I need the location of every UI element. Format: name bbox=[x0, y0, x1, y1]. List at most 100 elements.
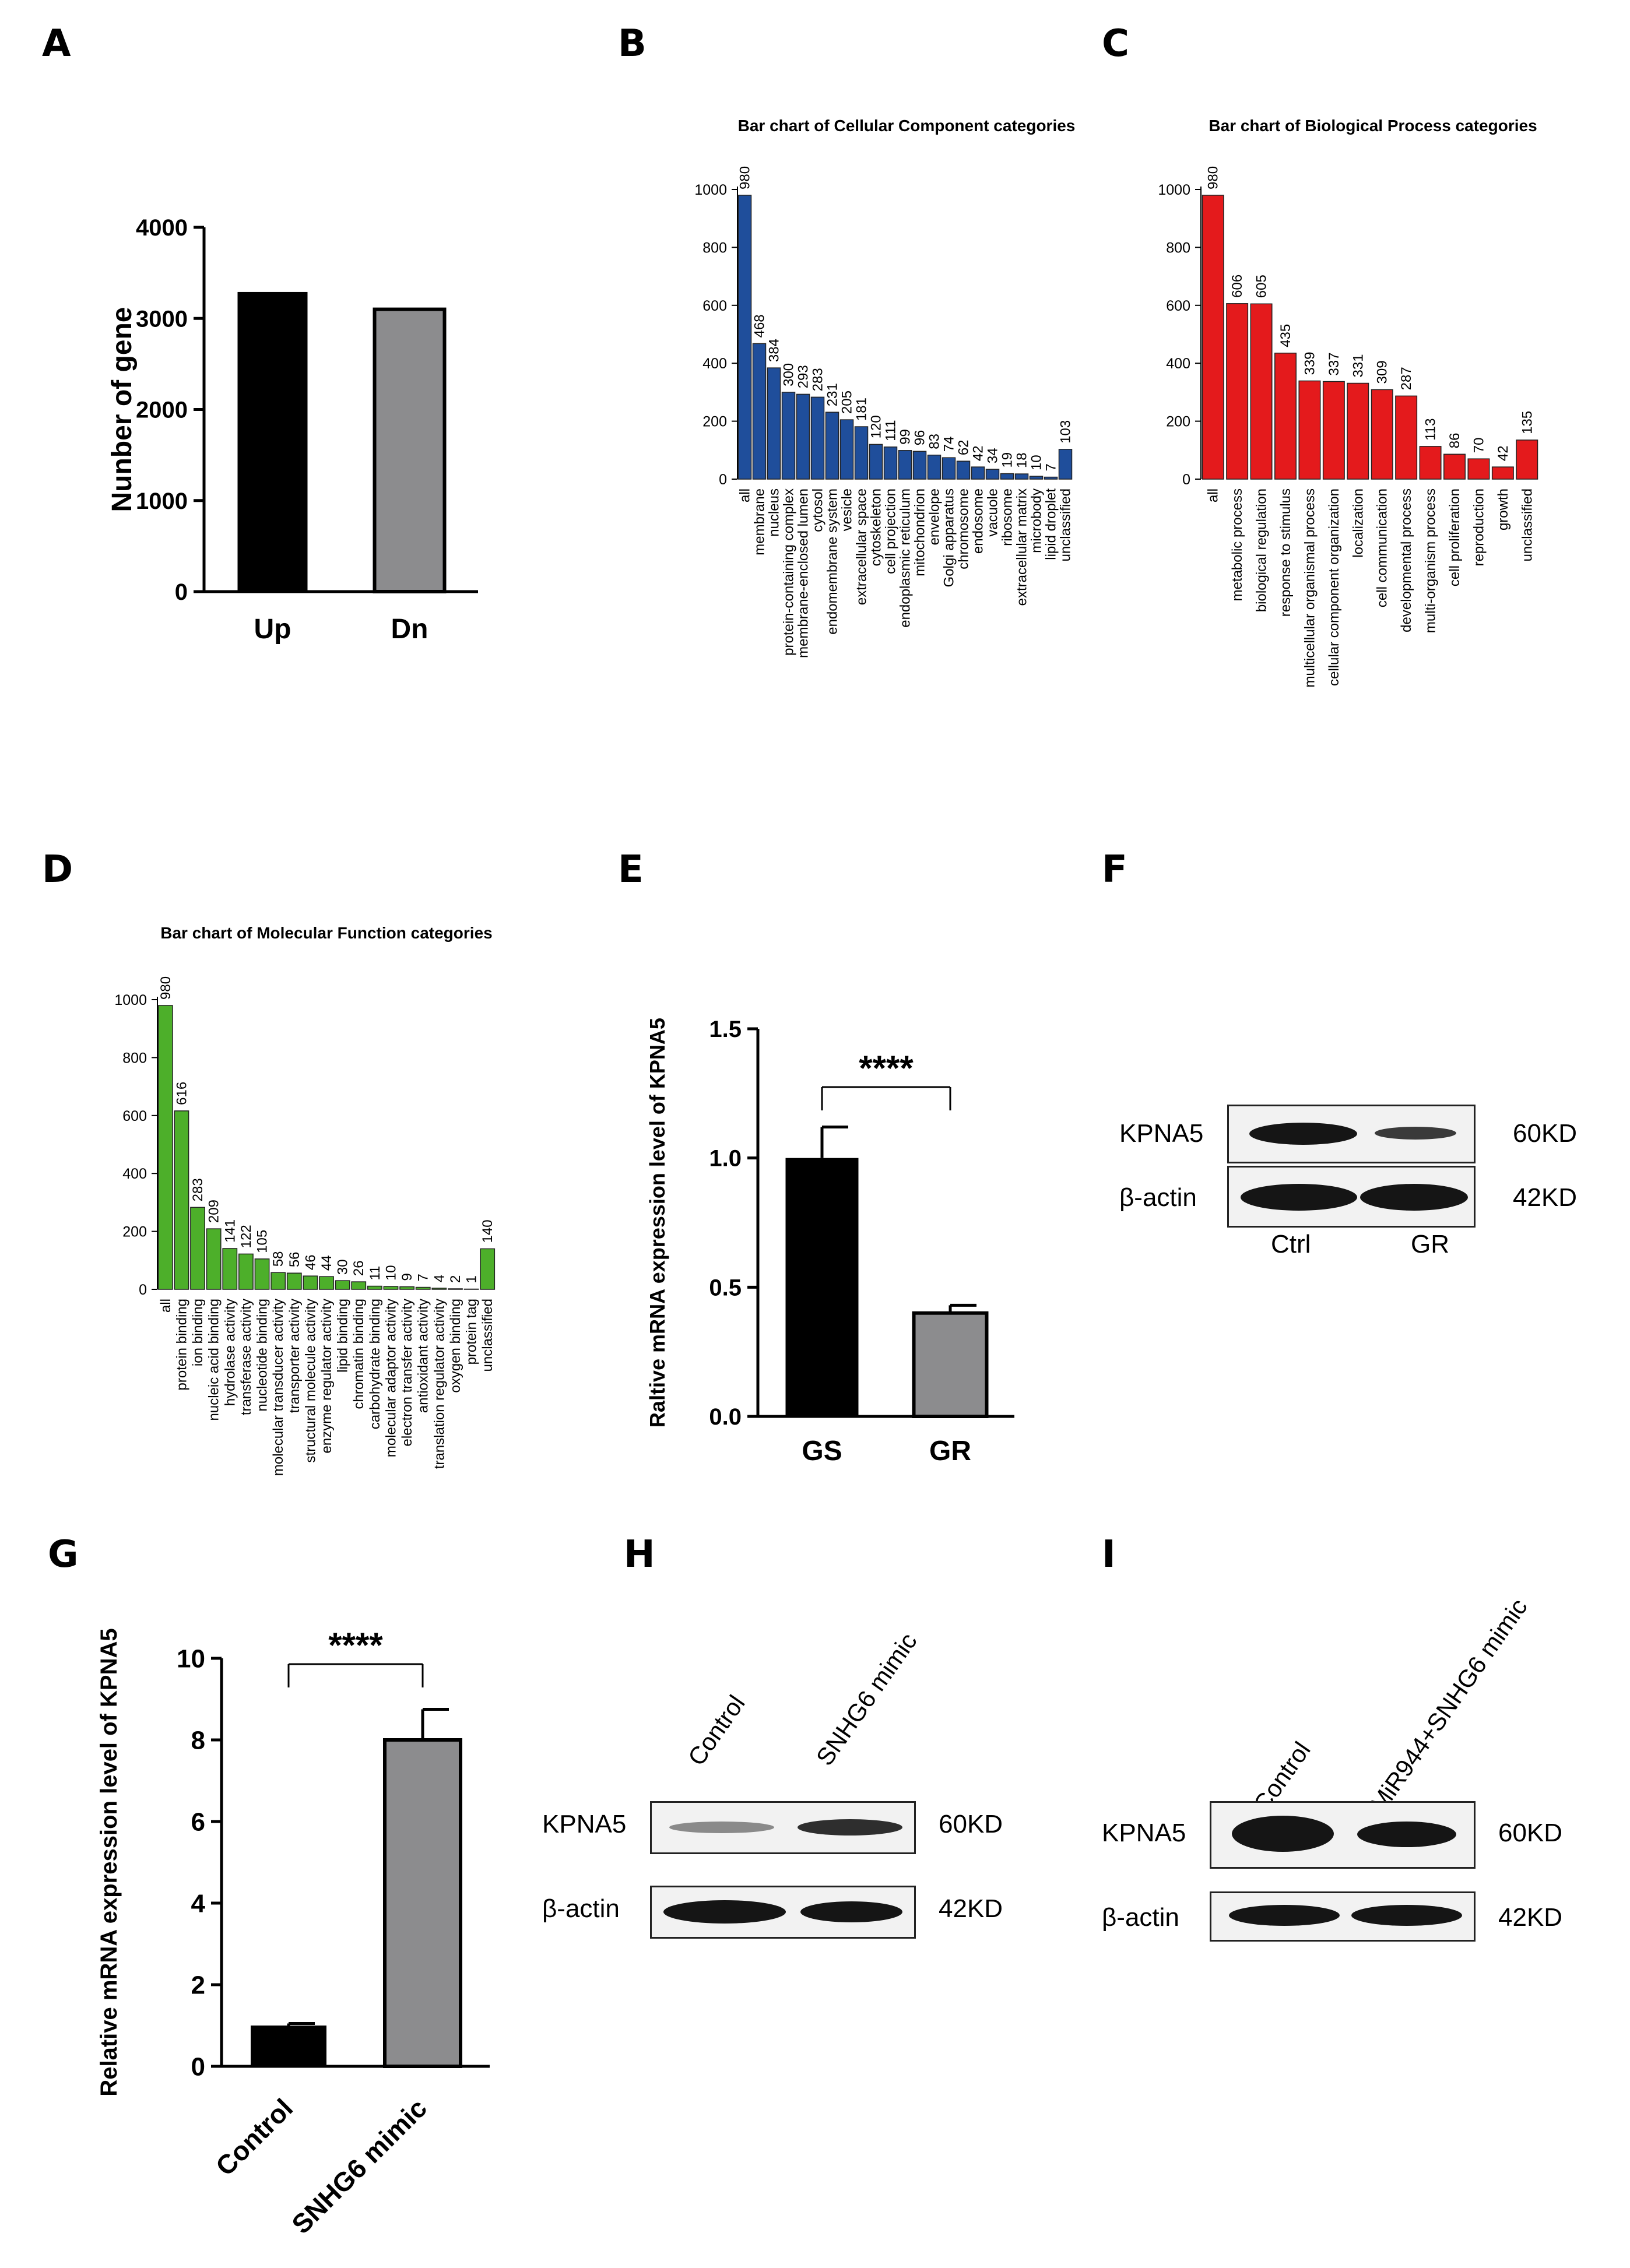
chart-b-category-label: extracellular matrix bbox=[1014, 488, 1030, 606]
chart-c-bar bbox=[1395, 395, 1418, 480]
chart-b-value-label: 18 bbox=[1014, 452, 1030, 468]
chart-b-bar bbox=[1014, 473, 1029, 480]
chart-d-value-label: 980 bbox=[158, 976, 174, 1000]
chart-e-y-tick-label: 1.5 bbox=[709, 1017, 742, 1042]
chart-c-value-label: 287 bbox=[1399, 367, 1414, 390]
blot-i-row-label-kpna5: KPNA5 bbox=[1102, 1819, 1186, 1847]
chart-b-value-label: 468 bbox=[752, 314, 768, 337]
blot-i-actin-band-control bbox=[1229, 1905, 1340, 1926]
panel-letter-c: C bbox=[1102, 22, 1129, 65]
chart-c-bar bbox=[1202, 195, 1224, 480]
chart-c-value-label: 331 bbox=[1350, 354, 1366, 377]
chart-d-y-tick-label: 200 bbox=[122, 1224, 147, 1240]
chart-c-category-label: unclassified bbox=[1519, 488, 1535, 561]
chart-c-value-label: 70 bbox=[1471, 438, 1487, 453]
blot-f-actin-band-ctrl bbox=[1241, 1184, 1357, 1211]
chart-c-category-label: multi-organism process bbox=[1423, 488, 1439, 633]
chart-c-bar bbox=[1274, 353, 1297, 480]
chart-e-x-label: GS bbox=[802, 1436, 842, 1467]
chart-b-bar bbox=[737, 195, 752, 480]
chart-d-category-label: translation regulator activity bbox=[431, 1299, 447, 1469]
chart-c-bar bbox=[1491, 466, 1514, 480]
chart-d-category-label: nucleotide binding bbox=[255, 1299, 271, 1412]
chart-b-bar bbox=[985, 469, 1000, 480]
chart-d-value-label: 58 bbox=[271, 1251, 286, 1267]
blot-i-kpna5-band-control bbox=[1232, 1816, 1334, 1852]
chart-d-bar bbox=[206, 1228, 222, 1290]
chart-e-bar-gs bbox=[785, 1158, 859, 1416]
chart-e-y-tick-label: 1.0 bbox=[709, 1146, 742, 1172]
chart-d-bar bbox=[286, 1272, 302, 1290]
chart-d-bar bbox=[335, 1280, 350, 1290]
chart-b-value-label: 96 bbox=[912, 430, 928, 446]
chart-d-value-label: 11 bbox=[367, 1266, 383, 1281]
blot-f-kpna5-band-ctrl bbox=[1249, 1123, 1357, 1145]
chart-e-bar-gr bbox=[912, 1311, 989, 1419]
chart-d-bar bbox=[319, 1276, 334, 1290]
chart-c-y-tick-label: 200 bbox=[1166, 414, 1190, 430]
chart-b-bar bbox=[767, 367, 781, 480]
chart-b-bar bbox=[839, 419, 854, 480]
chart-c-category-label: growth bbox=[1495, 488, 1511, 530]
chart-d-value-label: 44 bbox=[319, 1255, 335, 1271]
chart-b-category-label: all bbox=[737, 488, 753, 502]
chart-g-y-tick-label: 8 bbox=[191, 1726, 205, 1754]
chart-b-bar bbox=[971, 466, 985, 480]
chart-d-category-label: structural molecule activity bbox=[303, 1299, 318, 1462]
chart-d-category-label: protein tag bbox=[464, 1299, 480, 1365]
chart-e-significance: **** bbox=[859, 1049, 914, 1088]
chart-b-category-label: protein-containing complex bbox=[781, 488, 797, 656]
chart-c-category-label: localization bbox=[1350, 488, 1366, 558]
chart-b-y-tick-label: 400 bbox=[702, 356, 727, 372]
chart-b-category-label: vesicle bbox=[839, 488, 855, 531]
chart-b-category-label: endomembrane system bbox=[825, 488, 841, 635]
chart-d-value-label: 140 bbox=[480, 1219, 496, 1243]
chart-c-y-tick-label: 600 bbox=[1166, 298, 1190, 314]
blot-i-lane-mir944-snhg6-mimic: MiR944+SNHG6 mimic bbox=[1364, 1593, 1533, 1817]
chart-g-x-label: Control bbox=[210, 2093, 298, 2181]
chart-a-y-tick-label: 2000 bbox=[136, 398, 188, 423]
chart-c-category-label: response to stimulus bbox=[1278, 488, 1294, 617]
chart-c-category-label: cellular component organization bbox=[1326, 488, 1342, 686]
chart-d-bar bbox=[383, 1286, 399, 1290]
chart-b-value-label: 120 bbox=[869, 415, 884, 438]
chart-b-value-label: 19 bbox=[1000, 452, 1016, 468]
chart-b-value-label: 111 bbox=[883, 420, 899, 441]
chart-b-value-label: 83 bbox=[927, 434, 943, 449]
chart-g-y-tick-label: 6 bbox=[191, 1808, 205, 1836]
chart-c-category-label: all bbox=[1206, 488, 1221, 502]
chart-d-y-tick-label: 400 bbox=[122, 1166, 147, 1182]
chart-b-title: Bar chart of Cellular Component categori… bbox=[738, 117, 1076, 135]
chart-d-category-label: unclassified bbox=[480, 1299, 496, 1372]
chart-d-bar bbox=[157, 1005, 173, 1290]
chart-c-bar bbox=[1322, 381, 1345, 480]
chart-c-y-tick-label: 800 bbox=[1166, 240, 1190, 256]
blot-h-kpna5-band-control bbox=[669, 1822, 774, 1833]
chart-a-y-label: Nunber of gene bbox=[107, 307, 138, 512]
chart-c-value-label: 339 bbox=[1302, 351, 1318, 375]
blot-i-size-60kd: 60KD bbox=[1498, 1819, 1563, 1847]
chart-c-value-label: 86 bbox=[1447, 433, 1463, 449]
chart-d-value-label: 616 bbox=[174, 1082, 189, 1105]
chart-b-value-label: 231 bbox=[825, 383, 841, 406]
chart-d-bar bbox=[415, 1286, 431, 1290]
chart-d-bar bbox=[480, 1248, 496, 1290]
chart-d-value-label: 2 bbox=[448, 1275, 463, 1283]
chart-c-value-label: 135 bbox=[1519, 411, 1535, 434]
chart-d-category-label: molecular adaptor activity bbox=[383, 1299, 399, 1457]
chart-b-value-label: 7 bbox=[1044, 463, 1059, 471]
chart-b-category-label: cell projection bbox=[883, 488, 899, 574]
blot-h-kpna5-strip bbox=[650, 1801, 916, 1854]
blot-i-size-42kd: 42KD bbox=[1498, 1903, 1563, 1932]
chart-d-category-label: all bbox=[158, 1299, 174, 1313]
chart-c-category-label: biological regulation bbox=[1254, 488, 1270, 612]
chart-c-y-tick-label: 1000 bbox=[1158, 182, 1190, 198]
panel-letter-b: B bbox=[618, 22, 647, 65]
chart-b-value-label: 34 bbox=[985, 448, 1001, 463]
chart-c-bar bbox=[1298, 380, 1321, 480]
chart-b-bar bbox=[854, 426, 869, 480]
chart-b-bar bbox=[927, 454, 942, 480]
chart-d-category-label: carbohydrate binding bbox=[367, 1299, 383, 1429]
chart-c-category-label: metabolic process bbox=[1229, 488, 1245, 601]
chart-c-category-label: reproduction bbox=[1471, 488, 1487, 566]
